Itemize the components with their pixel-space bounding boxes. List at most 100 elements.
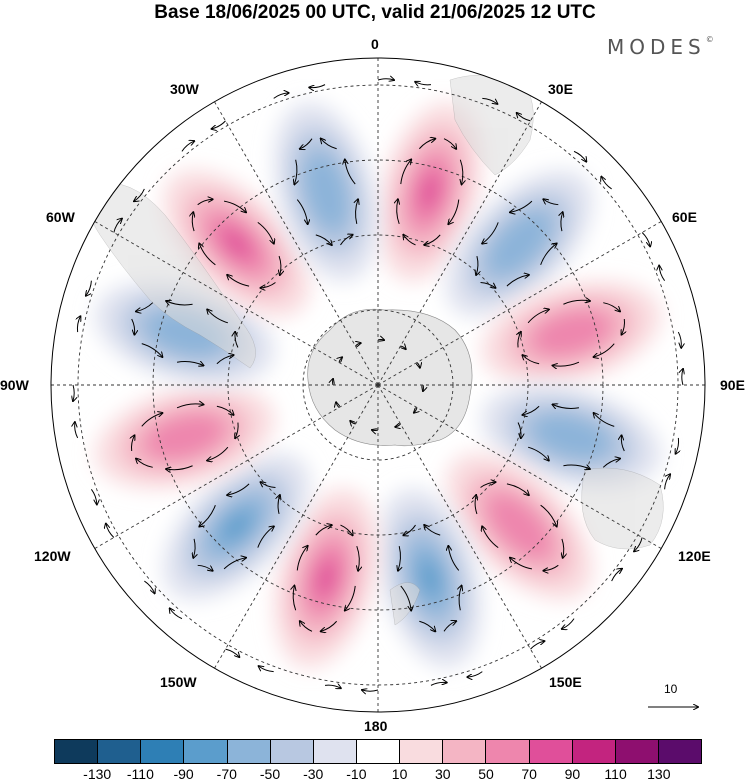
colorbar (54, 739, 702, 764)
colorbar-tick-label: 30 (435, 766, 451, 782)
label-lon-30e: 30E (548, 81, 573, 97)
colorbar-tick-label: 50 (478, 766, 494, 782)
wind-vector (223, 558, 246, 570)
wind-vector (510, 200, 533, 212)
wind-vector (400, 585, 411, 611)
wind-vector (594, 343, 615, 357)
wind-vector (467, 671, 483, 677)
wind-vector (480, 281, 496, 287)
wind-vector (480, 482, 496, 488)
meridian-line (377, 221, 662, 386)
wind-vector (527, 309, 549, 324)
wind-vector (294, 159, 297, 185)
colorbar-swatch (485, 740, 529, 763)
wind-vector (227, 483, 250, 495)
wind-vector (424, 525, 441, 536)
wind-vector (207, 309, 229, 324)
colorbar-tick-label: -70 (216, 766, 237, 782)
wind-vector (401, 346, 406, 349)
wind-vector (257, 221, 274, 243)
wind-vector (336, 402, 339, 408)
colorbar-tick-label: -110 (126, 766, 154, 782)
new-zealand (389, 582, 421, 626)
colorbar-tick-label: -50 (259, 766, 281, 782)
label-lon-30w: 30W (170, 81, 199, 97)
wind-vector (355, 343, 361, 346)
wind-vector (459, 586, 462, 611)
wind-vector (273, 93, 289, 99)
wind-vector (419, 620, 435, 631)
wind-vector (259, 666, 274, 673)
map-border (50, 57, 706, 713)
colorbar-swatch (140, 740, 184, 763)
wind-vector (414, 408, 417, 413)
wind-vector (553, 361, 580, 366)
meridian-line (377, 384, 662, 549)
wind-vector (510, 558, 533, 570)
wind-vector (296, 199, 307, 225)
wind-vector (397, 199, 400, 225)
wind-vector (482, 97, 497, 103)
wind-vector (293, 586, 296, 611)
wind-vector (225, 648, 240, 657)
label-lon-0: 0 (371, 36, 379, 52)
colorbar-swatch (571, 740, 615, 763)
wind-vector (527, 446, 549, 460)
colorbar-swatch (442, 740, 486, 763)
wind-vector (199, 505, 216, 526)
wind-vector (166, 465, 193, 470)
wind-vector (235, 422, 238, 439)
wind-vector (562, 538, 564, 558)
wind-vector (192, 212, 194, 232)
reference-vector-label: 10 (664, 682, 678, 696)
wind-vector (482, 526, 499, 549)
wind-vector (141, 413, 163, 427)
colorbar-swatch (355, 740, 400, 763)
meridian-line (94, 384, 379, 549)
wind-vector (540, 504, 557, 526)
map-title: Base 18/06/2025 00 UTC, valid 21/06/2025… (154, 2, 596, 23)
wind-vectors (73, 79, 683, 691)
colorbar-tick-label: -30 (303, 766, 324, 782)
wind-vector (517, 422, 521, 439)
wind-vector (677, 331, 681, 348)
colorbar-swatch (657, 740, 702, 763)
wind-vector (506, 483, 529, 495)
wind-vector (279, 255, 281, 275)
wind-vector (261, 482, 276, 489)
wind-vector (300, 138, 313, 149)
wind-vector (448, 199, 460, 225)
wind-vector (278, 495, 280, 515)
wind-vector (170, 608, 183, 620)
label-lon-120w: 120W (34, 548, 71, 564)
copyright-mark: © (705, 35, 714, 44)
negative-anomaly (163, 453, 310, 600)
colorbar-swatch (312, 740, 356, 763)
wind-vector (522, 355, 540, 365)
label-lon-90w: 90W (0, 377, 29, 393)
landmasses (88, 74, 664, 626)
modes-logo: MODES© (607, 35, 714, 59)
wind-vector (106, 524, 115, 538)
wind-vector (197, 199, 213, 206)
wind-vector (321, 139, 337, 150)
colorbar-swatch (183, 740, 227, 763)
wind-vector (621, 435, 625, 452)
colorbar-tick-label: 130 (647, 766, 671, 782)
wind-vector (540, 244, 557, 265)
wind-vector (113, 219, 122, 233)
brand-name: MODES (607, 35, 706, 59)
label-lon-150w: 150W (160, 674, 197, 690)
meridian-line (214, 384, 379, 669)
south-america (88, 182, 256, 369)
wind-vector (207, 446, 229, 460)
wind-vector (166, 301, 193, 305)
wind-vector (216, 355, 234, 365)
colorbar-tick-label: 70 (521, 766, 537, 782)
wind-vector (415, 82, 432, 85)
wind-vector (682, 369, 683, 386)
wind-vector (77, 316, 80, 333)
wind-vector (517, 113, 531, 122)
wind-vector (562, 618, 575, 629)
negative-anomaly (481, 384, 661, 489)
